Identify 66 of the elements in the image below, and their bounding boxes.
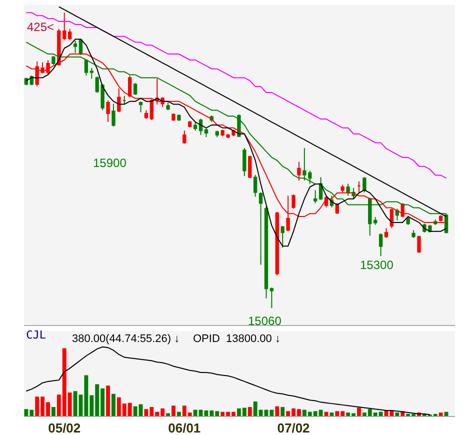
candlestick — [68, 28, 72, 40]
candlestick — [357, 180, 361, 193]
candlestick — [106, 100, 110, 123]
annotation: 15300 — [360, 258, 394, 272]
candlestick — [122, 96, 126, 106]
bar — [112, 394, 116, 416]
candlestick — [188, 120, 192, 128]
bar — [166, 413, 170, 416]
candlestick — [264, 206, 268, 299]
candlestick — [177, 114, 181, 122]
candlestick — [275, 211, 279, 276]
text: 15060 — [248, 314, 282, 328]
candlestick — [374, 216, 378, 226]
candlestick — [378, 232, 383, 257]
text: OPID 13800.00 ↓ — [193, 333, 280, 345]
candlestick — [144, 110, 148, 120]
candlestick — [166, 102, 170, 111]
bar — [176, 412, 181, 416]
bar — [52, 407, 56, 416]
candlestick — [138, 100, 143, 113]
candlestick — [204, 128, 208, 138]
candlestick — [128, 75, 132, 98]
bar — [330, 412, 334, 416]
bar — [438, 412, 443, 416]
candlestick — [340, 184, 344, 193]
candlestick — [292, 194, 296, 210]
candlestick — [182, 130, 186, 144]
bar — [106, 386, 110, 416]
x-tick-label: 05/02 — [48, 420, 81, 435]
candlestick — [150, 98, 154, 120]
x-tick-label: 07/02 — [277, 420, 310, 435]
candlestick — [297, 161, 301, 182]
candlestick — [133, 82, 138, 96]
candlestick — [270, 286, 274, 309]
candlestick — [314, 190, 318, 204]
candlestick — [193, 122, 198, 132]
candlestick — [117, 88, 121, 113]
annotation: 15900 — [93, 156, 127, 170]
bar — [357, 408, 361, 416]
candlestick — [215, 130, 219, 138]
candlestick — [52, 56, 56, 66]
candlestick — [90, 67, 94, 80]
candlestick — [253, 174, 258, 198]
candlestick — [417, 235, 421, 254]
candlestick — [395, 208, 400, 221]
bar — [275, 406, 280, 416]
candlestick — [172, 112, 176, 122]
candlestick — [248, 155, 252, 179]
candlestick — [258, 192, 263, 266]
text: 380.00(44.74:55.26) ↓ — [72, 333, 180, 345]
chart-title: CJL — [26, 328, 46, 342]
candlestick — [84, 58, 88, 76]
candlestick — [384, 228, 388, 238]
bar — [248, 407, 252, 416]
candlestick — [362, 176, 366, 193]
annotation: 425< — [27, 20, 54, 34]
candlestick — [112, 103, 116, 127]
candlestick — [242, 148, 246, 177]
candlestick — [412, 230, 416, 238]
candlestick — [73, 40, 78, 54]
bar — [280, 407, 285, 416]
bar — [395, 412, 400, 416]
bar — [172, 406, 176, 416]
candlestick — [406, 216, 410, 226]
x-tick-label: 06/01 — [168, 420, 201, 435]
candlestick — [280, 226, 284, 248]
